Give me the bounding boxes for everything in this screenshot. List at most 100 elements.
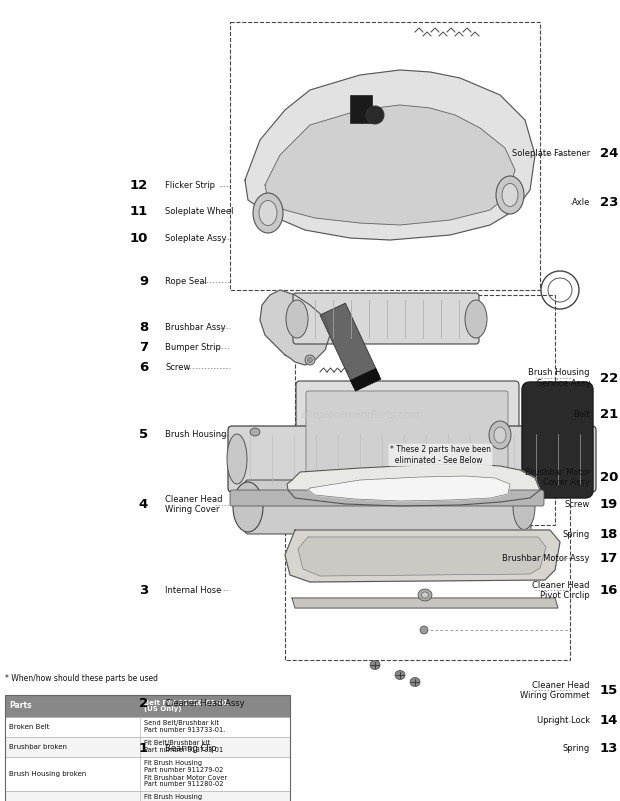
Ellipse shape	[370, 661, 380, 670]
Ellipse shape	[305, 355, 315, 365]
Text: 2: 2	[139, 697, 148, 710]
Ellipse shape	[259, 200, 277, 226]
Text: 5: 5	[139, 429, 148, 441]
Text: Bearing Clip: Bearing Clip	[165, 744, 216, 754]
Text: 11: 11	[130, 205, 148, 218]
Text: 24: 24	[600, 147, 618, 160]
Text: Belt: Belt	[574, 409, 590, 419]
Bar	[5, 737, 290, 757]
Text: Soleplate Assy: Soleplate Assy	[165, 234, 226, 244]
Text: 1: 1	[139, 743, 148, 755]
Text: 13: 13	[600, 743, 618, 755]
Bar	[5, 695, 290, 717]
Text: eReplacementParts.com: eReplacementParts.com	[300, 410, 420, 420]
Text: Bumper Strip: Bumper Strip	[165, 343, 221, 352]
Text: Spring: Spring	[563, 529, 590, 539]
FancyBboxPatch shape	[296, 381, 519, 494]
Ellipse shape	[227, 434, 247, 484]
Text: Brush Housing broken: Brush Housing broken	[9, 771, 86, 777]
Ellipse shape	[489, 421, 511, 449]
Text: Flicker Strip: Flicker Strip	[165, 181, 215, 191]
Ellipse shape	[418, 589, 432, 601]
Text: Brush Housing: Brush Housing	[165, 430, 226, 440]
FancyBboxPatch shape	[522, 382, 593, 498]
Text: Brush Housing
Service Assy: Brush Housing Service Assy	[528, 368, 590, 388]
Text: Cleaner Head
Wiring Cover: Cleaner Head Wiring Cover	[165, 495, 223, 514]
Ellipse shape	[395, 670, 405, 679]
Text: Cleaner Head
Wiring Grommet: Cleaner Head Wiring Grommet	[521, 681, 590, 700]
Text: 22: 22	[600, 372, 618, 384]
Text: Brushbar Assy: Brushbar Assy	[165, 323, 226, 332]
Text: 6: 6	[139, 361, 148, 374]
Text: Parts: Parts	[9, 702, 32, 710]
Text: Broken Belt: Broken Belt	[9, 724, 50, 730]
Text: Fit Brush Housing
Part number 911279-02
Fit Brushbar Motor Cover
Part number 911: Fit Brush Housing Part number 911279-02 …	[144, 795, 227, 801]
FancyBboxPatch shape	[228, 426, 596, 492]
Text: * When/how should these parts be used: * When/how should these parts be used	[5, 674, 158, 683]
Bar	[350, 95, 372, 123]
Text: Rope Seal: Rope Seal	[165, 277, 207, 287]
Ellipse shape	[366, 106, 384, 124]
Text: Upright Lock: Upright Lock	[537, 716, 590, 726]
FancyBboxPatch shape	[306, 391, 508, 483]
Text: Spring: Spring	[563, 744, 590, 754]
Ellipse shape	[502, 183, 518, 207]
Text: 14: 14	[600, 714, 618, 727]
Text: Soleplate Wheel: Soleplate Wheel	[165, 207, 234, 216]
FancyBboxPatch shape	[230, 490, 544, 506]
Text: Brushbar Motor Assy: Brushbar Motor Assy	[502, 553, 590, 563]
Ellipse shape	[308, 357, 312, 363]
FancyBboxPatch shape	[293, 293, 479, 344]
Text: Soleplate Fastener: Soleplate Fastener	[512, 149, 590, 159]
Ellipse shape	[513, 485, 535, 529]
Bar	[295, 295, 555, 525]
Text: Fit Brush Housing
Part number 911279-02
Fit Brushbar Motor Cover
Part number 911: Fit Brush Housing Part number 911279-02 …	[144, 760, 227, 787]
Text: Axle: Axle	[572, 198, 590, 207]
Ellipse shape	[250, 428, 260, 436]
Text: Cleaner Head
Pivot Circlip: Cleaner Head Pivot Circlip	[533, 581, 590, 600]
Text: Cleaner Head Assy: Cleaner Head Assy	[165, 698, 245, 708]
Text: 18: 18	[600, 528, 618, 541]
Polygon shape	[265, 105, 515, 225]
Bar	[5, 791, 290, 801]
Text: 4: 4	[139, 498, 148, 511]
Polygon shape	[287, 464, 540, 506]
Text: 3: 3	[139, 584, 148, 597]
Bar	[230, 22, 540, 290]
Ellipse shape	[465, 300, 487, 338]
Ellipse shape	[422, 592, 428, 598]
Ellipse shape	[286, 300, 308, 338]
Text: 16: 16	[600, 584, 618, 597]
Bar	[285, 465, 570, 660]
Text: 7: 7	[139, 341, 148, 354]
Text: Screw: Screw	[165, 363, 190, 372]
Text: Send Belt/Brushbar kit
Part number 913733-01.: Send Belt/Brushbar kit Part number 91373…	[144, 721, 225, 734]
Text: Brushbar broken: Brushbar broken	[9, 744, 67, 750]
Polygon shape	[308, 476, 510, 501]
Ellipse shape	[494, 427, 506, 443]
Text: 23: 23	[600, 196, 618, 209]
Bar	[320, 303, 379, 388]
Text: 17: 17	[600, 552, 618, 565]
Ellipse shape	[233, 482, 263, 532]
FancyBboxPatch shape	[245, 480, 531, 534]
Ellipse shape	[496, 176, 524, 214]
Text: 8: 8	[139, 321, 148, 334]
Text: Internal Hose: Internal Hose	[165, 586, 221, 595]
Text: 12: 12	[130, 179, 148, 192]
Text: Fit Belt/Brushbar kit
Part number 913733-01: Fit Belt/Brushbar kit Part number 913733…	[144, 740, 223, 754]
Bar	[5, 717, 290, 737]
Bar	[350, 368, 381, 391]
Polygon shape	[260, 290, 330, 365]
Polygon shape	[292, 598, 558, 608]
Ellipse shape	[253, 193, 283, 233]
Text: 15: 15	[600, 684, 618, 697]
Text: Belt P/N 11710-01-01
(US Only): Belt P/N 11710-01-01 (US Only)	[144, 699, 228, 713]
Text: Brushbar Motor
Cover Assy: Brushbar Motor Cover Assy	[525, 468, 590, 487]
Text: 20: 20	[600, 471, 618, 484]
Text: 19: 19	[600, 498, 618, 511]
Text: 9: 9	[139, 276, 148, 288]
Ellipse shape	[420, 626, 428, 634]
Text: * These 2 parts have been
  eliminated - See Below: * These 2 parts have been eliminated - S…	[390, 445, 491, 465]
Text: 21: 21	[600, 408, 618, 421]
